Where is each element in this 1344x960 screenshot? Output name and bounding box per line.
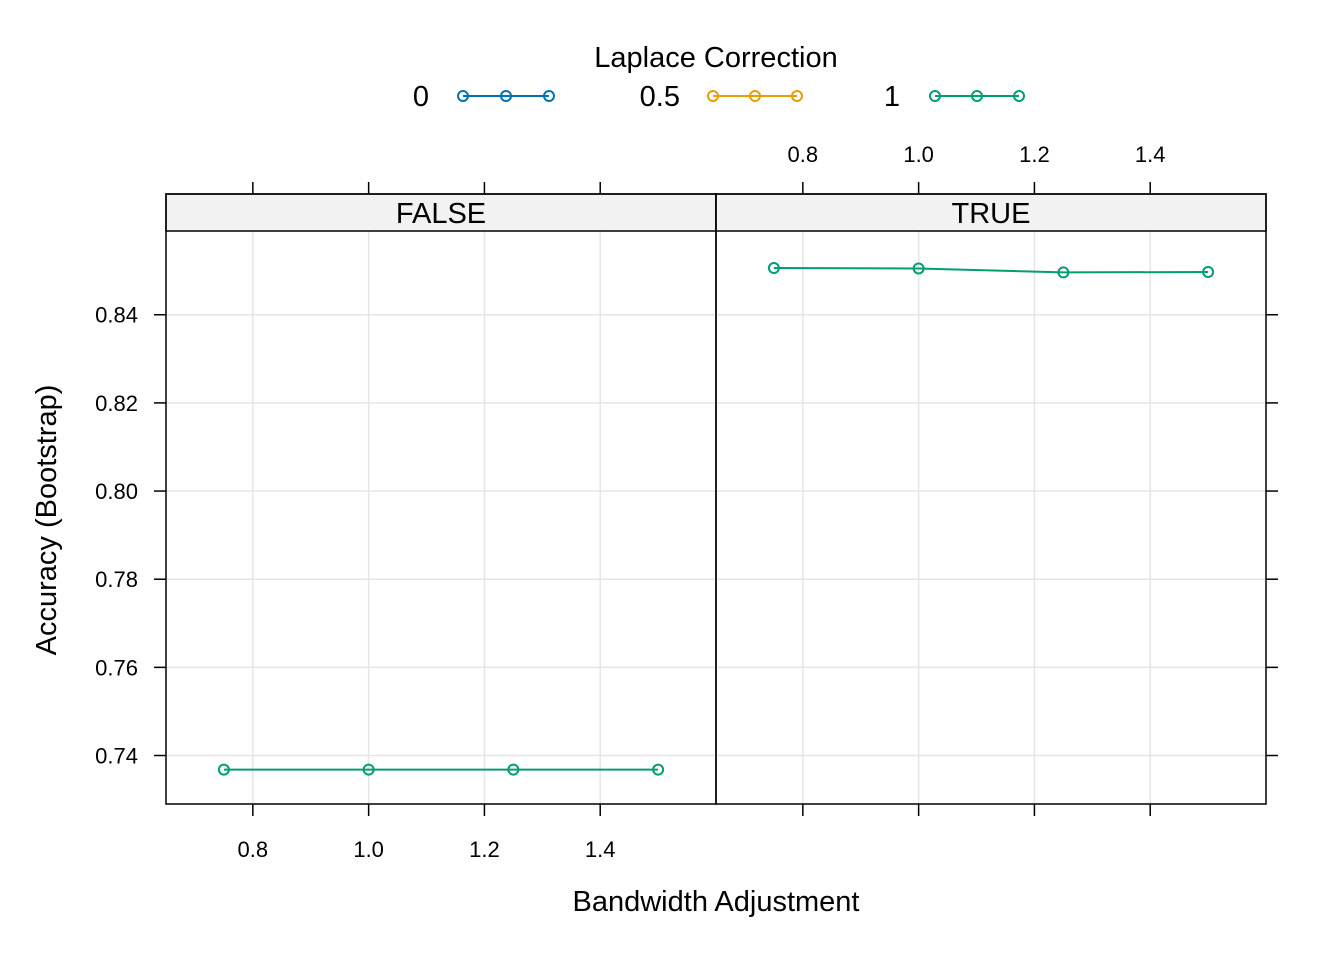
legend-title: Laplace Correction xyxy=(594,42,837,74)
legend-marker xyxy=(543,90,555,102)
x-tick-label: 1.4 xyxy=(585,837,616,862)
strip-label: FALSE xyxy=(396,198,486,230)
x-tick-label-top: 1.0 xyxy=(903,142,934,167)
panel-border xyxy=(715,193,1267,805)
y-tick-label: 0.84 xyxy=(95,303,138,328)
y-tick-label: 0.78 xyxy=(95,567,138,592)
data-point xyxy=(362,763,375,776)
data-point xyxy=(767,262,780,275)
x-tick-label-top: 1.4 xyxy=(1135,142,1166,167)
legend-entry: 0.5 xyxy=(640,81,803,113)
y-axis-title: Accuracy (Bootstrap) xyxy=(31,385,63,656)
y-tick-label: 0.80 xyxy=(95,479,138,504)
legend-label: 1 xyxy=(884,81,900,113)
data-point xyxy=(217,763,230,776)
legend-entry: 0 xyxy=(413,81,555,113)
legend-marker xyxy=(500,90,512,102)
x-axis-title: Bandwidth Adjustment xyxy=(573,886,860,918)
y-tick-label: 0.82 xyxy=(95,391,138,416)
panels: FALSE TRUE xyxy=(165,193,1267,805)
x-tick-label-top: 0.8 xyxy=(788,142,819,167)
x-tick-label: 0.8 xyxy=(238,837,269,862)
data-point xyxy=(507,763,520,776)
strip-label: TRUE xyxy=(952,198,1031,230)
x-tick-label: 1.2 xyxy=(469,837,500,862)
series-line xyxy=(773,267,1209,274)
x-tick-label-top: 1.2 xyxy=(1019,142,1050,167)
legend-marker xyxy=(457,90,469,102)
x-tick-label: 1.0 xyxy=(353,837,384,862)
legend-marker xyxy=(749,90,761,102)
panel-false: FALSE xyxy=(165,193,717,805)
legend-marker xyxy=(707,90,719,102)
legend-marker xyxy=(791,90,803,102)
legend-marker xyxy=(929,90,941,102)
legend: Laplace Correction 0 0.5 1 xyxy=(413,42,1025,113)
legend-entry: 1 xyxy=(884,81,1025,113)
y-tick-label: 0.76 xyxy=(95,655,138,680)
axes: 0.8 1.0 1.2 1.4 0.8 1.0 1.2 1.4 0.74 0.76 0.78 0.80… xyxy=(95,142,1278,862)
panel-border xyxy=(165,193,717,805)
panel-true: TRUE xyxy=(715,193,1267,805)
legend-label: 0.5 xyxy=(640,81,680,113)
legend-label: 0 xyxy=(413,81,429,113)
legend-marker xyxy=(971,90,983,102)
legend-marker xyxy=(1013,90,1025,102)
data-point xyxy=(652,763,665,776)
data-point xyxy=(912,262,925,275)
y-tick-label: 0.74 xyxy=(95,744,138,769)
data-point xyxy=(1202,265,1215,278)
data-point xyxy=(1057,266,1070,279)
